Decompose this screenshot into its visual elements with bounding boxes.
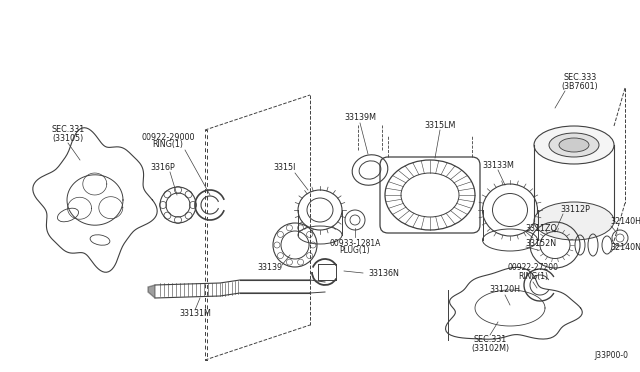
Ellipse shape: [534, 126, 614, 164]
Text: (3B7601): (3B7601): [562, 81, 598, 90]
Text: RING(1): RING(1): [152, 141, 184, 150]
Text: (33105): (33105): [52, 134, 84, 142]
Text: 32140H: 32140H: [610, 218, 640, 227]
Text: (33102M): (33102M): [471, 343, 509, 353]
Text: 33112P: 33112P: [560, 205, 590, 215]
Text: 00922-29000: 00922-29000: [141, 132, 195, 141]
Text: J33P00-0: J33P00-0: [594, 351, 628, 360]
Text: SEC.331: SEC.331: [474, 336, 507, 344]
Text: 3315LM: 3315LM: [424, 121, 456, 129]
Text: SEC.331: SEC.331: [51, 125, 84, 135]
Text: PLUG(1): PLUG(1): [340, 247, 371, 256]
Text: 3315I: 3315I: [274, 164, 296, 173]
Ellipse shape: [534, 202, 614, 240]
Text: 32140N: 32140N: [610, 244, 640, 253]
Text: 33133M: 33133M: [482, 160, 514, 170]
Text: 3311ZQ: 3311ZQ: [525, 224, 557, 232]
Text: 33131M: 33131M: [179, 308, 211, 317]
Text: 3316P: 3316P: [150, 164, 175, 173]
Text: 00933-1281A: 00933-1281A: [330, 238, 381, 247]
Text: SEC.333: SEC.333: [563, 74, 596, 83]
Text: 33136N: 33136N: [368, 269, 399, 278]
Text: 33139: 33139: [257, 263, 283, 273]
Ellipse shape: [559, 138, 589, 152]
Text: 33139M: 33139M: [344, 113, 376, 122]
Text: 33152N: 33152N: [525, 238, 556, 247]
Text: 00922-27200: 00922-27200: [508, 263, 559, 273]
Text: RING(1): RING(1): [518, 272, 548, 280]
Ellipse shape: [549, 133, 599, 157]
Text: 33120H: 33120H: [490, 285, 520, 295]
Polygon shape: [148, 285, 155, 298]
